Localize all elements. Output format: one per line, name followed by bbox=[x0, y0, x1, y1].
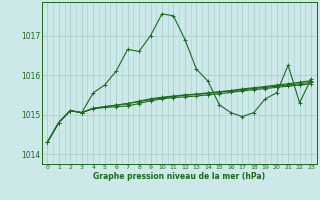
X-axis label: Graphe pression niveau de la mer (hPa): Graphe pression niveau de la mer (hPa) bbox=[93, 172, 265, 181]
